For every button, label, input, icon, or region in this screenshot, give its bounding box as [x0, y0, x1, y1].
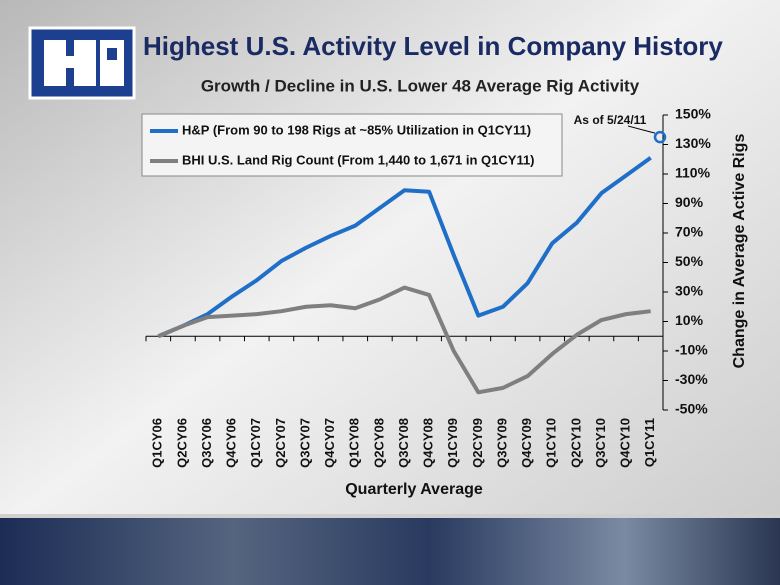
x-tick-label: Q3CY10: [593, 418, 608, 468]
y-tick-label: 70%: [675, 224, 704, 240]
x-axis-label: Quarterly Average: [345, 481, 483, 498]
photo-strip: [0, 514, 780, 585]
slide-title: Highest U.S. Activity Level in Company H…: [143, 31, 723, 61]
annotation-text: As of 5/24/11: [574, 113, 647, 127]
x-tick-label: Q2CY08: [371, 418, 386, 468]
series-line: [157, 285, 651, 395]
y-tick-label: 110%: [675, 165, 711, 181]
legend-label: H&P (From 90 to 198 Rigs at ~85% Utiliza…: [182, 122, 531, 137]
legend-box: [141, 113, 563, 177]
chart-subtitle: Growth / Decline in U.S. Lower 48 Averag…: [201, 76, 640, 95]
x-tick-label: Q1CY07: [248, 418, 263, 468]
y-tick-label: 30%: [675, 283, 704, 299]
annotation-point: [653, 130, 667, 144]
series-line: [157, 156, 652, 339]
x-tick-label: Q4CY09: [519, 418, 534, 468]
y-tick-label: 150%: [675, 106, 711, 122]
x-tick-label: Q1CY08: [347, 418, 362, 468]
x-tick-label: Q4CY07: [322, 418, 337, 468]
x-tick-label: Q3CY09: [494, 418, 509, 468]
legend-label: BHI U.S. Land Rig Count (From 1,440 to 1…: [182, 152, 535, 167]
x-tick-label: Q2CY09: [470, 418, 485, 468]
y-tick-label: 90%: [675, 194, 704, 210]
x-tick-label: Q2CY06: [174, 418, 189, 468]
x-tick-label: Q4CY08: [421, 418, 436, 468]
logo: [28, 26, 136, 100]
x-tick-label: Q1CY11: [642, 418, 657, 467]
x-tick-label: Q4CY10: [618, 418, 633, 468]
x-tick-label: Q3CY07: [297, 418, 312, 468]
x-tick-label: Q1CY06: [150, 418, 165, 468]
y-tick-label: 10%: [675, 312, 704, 328]
annotation-arrow: [627, 125, 656, 134]
x-tick-label: Q2CY07: [273, 418, 288, 468]
x-tick-label: Q1CY09: [445, 418, 460, 468]
x-tick-label: Q3CY06: [199, 418, 214, 468]
y-tick-label: 50%: [675, 253, 704, 269]
x-tick-label: Q4CY06: [224, 418, 239, 468]
strip-border: [0, 514, 780, 518]
y-tick-label: -10%: [675, 342, 708, 358]
x-tick-label: Q1CY10: [544, 418, 559, 468]
x-tick-label: Q3CY08: [396, 418, 411, 468]
y-tick-label: -50%: [675, 401, 708, 417]
y-tick-label: 130%: [675, 135, 711, 151]
y-tick-label: -30%: [675, 371, 708, 387]
x-tick-label: Q2CY10: [568, 418, 583, 468]
y-axis-label: Change in Average Active Rigs: [731, 134, 748, 369]
